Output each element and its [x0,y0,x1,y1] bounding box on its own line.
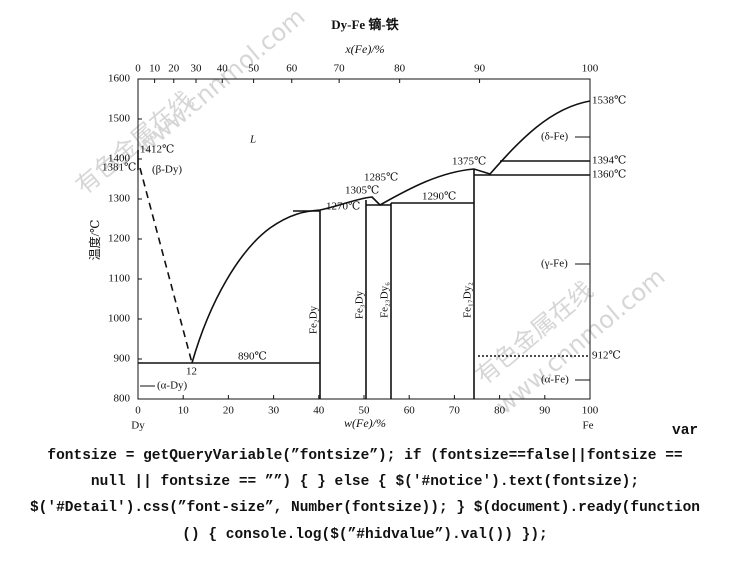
annotation: 1538℃ [592,95,626,107]
ticks: 0 10 20 30 40 50 60 70 80 90 1000 10 20 30 40 50 60 70 80 9… [108,63,599,417]
code-line: $('#Detail').css(”font-size”, Number(fon… [30,500,700,516]
boundary [139,167,193,364]
top-tick-label: 10 [149,63,161,75]
top-tick-label: 20 [168,63,180,75]
watermark: 有色金属在线 www.cnnmol.com 有色金属在线 www.cnnmol.… [70,3,670,420]
x-tick-label: 90 [539,405,551,417]
element-label: Fe [583,420,594,432]
x-tick-label: 30 [268,405,280,417]
top-tick-label: 0 [135,63,141,75]
watermark-text: www.cnnmol.com [130,3,310,160]
y-axis-label: 温度/℃ [87,220,102,261]
code-line: fontsize = getQueryVariable(”fontsize”);… [47,448,682,464]
x-tick-label: 100 [582,405,599,417]
annotation: 1412℃ [140,144,174,156]
annotation: (α-Dy) [157,380,188,392]
top-tick-label: 50 [248,63,260,75]
annotation: 12 [186,366,197,378]
annotation: 890℃ [238,351,267,363]
annotation: 1290℃ [422,191,456,203]
y-tick-label: 1300 [108,193,131,205]
top-tick-label: 80 [394,63,406,75]
annotation: (γ-Fe) [541,258,568,270]
annotation: (β-Dy) [152,164,182,176]
top-tick-label: 30 [191,63,203,75]
x-tick-label: 70 [449,405,461,417]
code-line: () { console.log($(”#hidvalue”).val()) }… [182,527,547,543]
annotation: 912℃ [592,350,621,362]
y-tick-label: 800 [114,393,131,405]
compound-label: Fe₁₇Dy₂ [462,282,474,318]
y-tick-label: 1400 [108,153,131,165]
element-label: Dy [131,420,145,432]
annotation: 1360℃ [592,169,626,181]
x-tick-label: 50 [359,405,371,417]
top-tick-label: 40 [217,63,229,75]
x-tick-label: 20 [223,405,235,417]
code-line: null || fontsize == ””) { } else { $('#n… [91,474,639,490]
x-tick-label: 40 [313,405,325,417]
annotation: 1375℃ [452,156,486,168]
y-tick-label: 1200 [108,233,131,245]
y-tick-label: 1600 [108,73,131,85]
annotation: (α-Fe) [541,374,569,386]
y-tick-label: 1500 [108,113,131,125]
annotation: L [249,134,256,146]
bottom-axis-label: w(Fe)/% [344,416,386,430]
code-line: var [672,423,698,439]
annotation: 1285℃ [364,172,398,184]
top-axis-label: x(Fe)/% [344,42,384,56]
annotation: 1394℃ [592,155,626,167]
annotation: (δ-Fe) [541,131,569,143]
top-tick-label: 100 [582,63,599,75]
top-tick-label: 60 [286,63,298,75]
x-tick-label: 80 [494,405,506,417]
y-tick-label: 900 [114,353,131,365]
top-tick-label: 90 [474,63,486,75]
x-tick-label: 60 [404,405,416,417]
annotation: 1305℃ [345,185,379,197]
annotation: 1381℃ [102,162,136,174]
compound-label: Fe₂₃Dy₆ [379,282,391,318]
liquidus [191,100,591,364]
compound-label: Fe₂Dy [308,305,320,334]
annotation: 1270℃ [326,201,360,213]
title: Dy-Fe 镝-铁 [331,17,399,32]
y-tick-label: 1100 [108,273,130,285]
top-tick-label: 70 [334,63,346,75]
compound-label: Fe₃Dy [354,290,366,319]
y-tick-label: 1000 [108,313,131,325]
x-tick-label: 10 [178,405,190,417]
x-tick-label: 0 [135,405,141,417]
